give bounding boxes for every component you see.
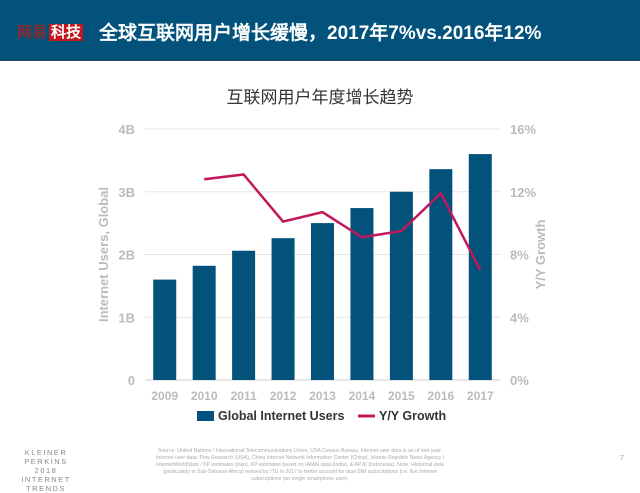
legend-label-users: Global Internet Users: [218, 409, 344, 423]
y2-axis-label: Y/Y Growth: [533, 220, 548, 290]
source-note: Source: United Nations / International T…: [150, 448, 450, 483]
footer-brand: KLEINER PERKINS 2018 INTERNET TRENDS: [4, 448, 88, 493]
y-tick-label: 4B: [118, 122, 135, 137]
y2-tick-label: 8%: [510, 248, 529, 263]
bar-2017: [469, 154, 492, 380]
brand-line: 2018: [4, 466, 88, 475]
y-tick-label: 3B: [118, 185, 135, 200]
slide-title: 全球互联网用户增长缓慢，2017年7%vs.2016年12%: [99, 18, 541, 45]
y2-tick-label: 12%: [510, 185, 536, 200]
brand-line: INTERNET TRENDS: [4, 475, 88, 493]
bar-2010: [193, 266, 216, 380]
y2-tick-label: 0%: [510, 373, 529, 388]
y-axis-label: Internet Users, Global: [96, 187, 111, 322]
page-number: 7: [620, 455, 624, 462]
bar-2013: [311, 223, 334, 380]
bar-2014: [350, 208, 373, 380]
x-tick-label: 2011: [231, 389, 257, 403]
y-tick-label: 1B: [118, 310, 135, 325]
y2-tick-label: 16%: [510, 122, 536, 137]
legend-swatch-users: [197, 411, 214, 421]
logo-text: 网易: [17, 24, 47, 41]
chart-title: 互联网用户年度增长趋势: [227, 88, 414, 107]
netease-tech-logo: 网易科技: [17, 21, 83, 42]
bar-2012: [272, 238, 295, 380]
bar-2015: [390, 192, 413, 380]
bar-2009: [153, 280, 176, 380]
x-tick-label: 2012: [270, 389, 297, 403]
chart: 互联网用户年度增长趋势 0 1B 2B 3B 4B 0% 4% 8% 12% 16% Internet…: [0, 70, 640, 440]
y2-tick-label: 4%: [510, 310, 529, 325]
x-tick-label: 2017: [467, 389, 494, 403]
legend-label-growth: Y/Y Growth: [379, 409, 446, 423]
brand-line: KLEINER PERKINS: [4, 448, 88, 466]
y-tick-label: 2B: [118, 248, 135, 263]
slide-header: 网易科技 全球互联网用户增长缓慢，2017年7%vs.2016年12%: [0, 0, 640, 61]
x-tick-label: 2015: [388, 389, 415, 403]
bar-2011: [232, 251, 255, 380]
y-tick-label: 0: [128, 373, 135, 388]
logo-badge: 科技: [49, 24, 83, 41]
x-tick-label: 2009: [151, 389, 178, 403]
x-tick-label: 2010: [191, 389, 218, 403]
x-tick-label: 2014: [349, 389, 376, 403]
x-tick-label: 2013: [309, 389, 336, 403]
x-tick-label: 2016: [427, 389, 454, 403]
